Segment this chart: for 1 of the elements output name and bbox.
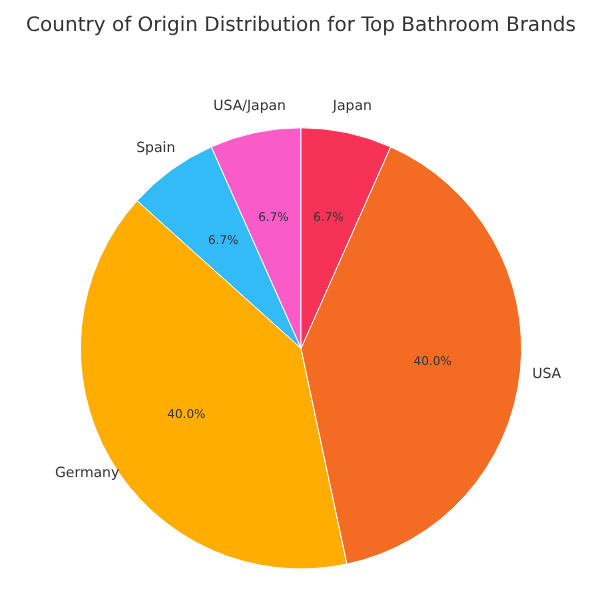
chart-title: Country of Origin Distribution for Top Bathroom Brands [26, 15, 576, 37]
